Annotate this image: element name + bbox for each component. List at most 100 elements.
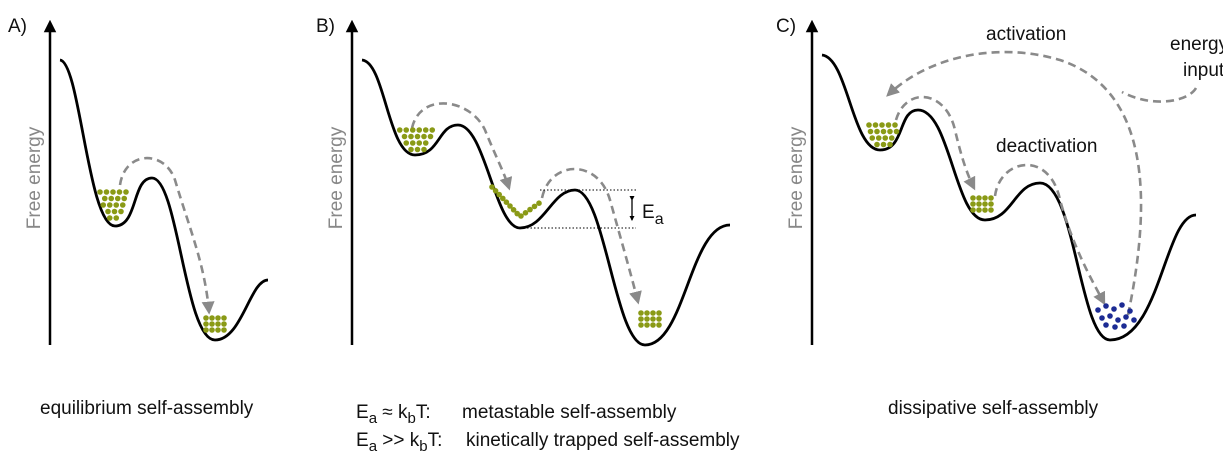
energy-curve [59,58,269,342]
particle [1115,317,1121,323]
particle [976,207,982,213]
particle [106,202,113,208]
particle [650,310,656,316]
symbol: E [642,202,655,223]
dots [97,189,227,333]
particle [656,322,662,328]
particle [221,321,227,327]
caption: dissipative self-assembly [888,398,1099,419]
particle [880,128,887,135]
particle [427,133,434,140]
particle [489,184,495,190]
particle [1119,302,1125,308]
particle [110,189,116,195]
particle [103,189,110,195]
particle [527,206,533,213]
activation-arrow [886,50,1143,316]
particle [507,203,513,209]
transition-arrow [410,102,513,191]
particle [114,195,121,202]
particle [422,140,429,146]
particle [408,146,414,153]
particle [416,127,423,133]
particle [101,195,108,202]
t: E [356,402,369,423]
legend-condition: Ea >> kbT: [356,430,442,452]
y-axis-label: Free energy [326,126,347,229]
particle [650,316,656,322]
particle [121,195,128,202]
particle [1099,315,1105,321]
particle [638,316,644,322]
particle [503,199,510,205]
particle [113,202,120,208]
particle [209,321,215,327]
deactivation-arrow [993,163,1106,306]
particle [982,207,988,213]
particle [414,146,421,153]
particle [531,203,538,210]
particle [106,215,113,221]
particle [875,135,882,141]
particle [209,315,215,321]
particle [429,127,436,133]
t: a [369,410,378,427]
particle [976,195,982,201]
particle [119,202,126,208]
particle [887,141,893,148]
particle [888,135,895,141]
t: T: [428,430,443,451]
dots [396,127,662,328]
particle [1103,322,1109,328]
particle [872,122,879,128]
particle [510,207,517,213]
particle [215,315,221,321]
particle [396,127,403,133]
particle [638,322,644,328]
particle [866,122,872,128]
panel-label: B) [316,16,335,37]
particle [867,128,874,135]
particle [882,135,889,141]
particle [869,135,876,141]
particle [887,128,893,135]
deactivation-arrow [894,95,976,191]
particle [1131,317,1137,323]
particle [203,321,209,327]
particle [644,310,650,316]
particle [496,191,503,198]
particle [203,315,209,321]
particle [203,327,209,333]
t: b [419,438,427,452]
t: E [356,430,369,451]
particle [416,140,423,146]
particle [1121,323,1127,329]
particle [1103,303,1109,309]
particle [97,189,103,195]
particle [988,195,994,201]
legend-text: kinetically trapped self-assembly [466,430,740,451]
particle [518,213,524,219]
annotation: deactivation [996,136,1097,157]
transition-arrow [540,167,642,305]
dots [866,122,1137,330]
particle [970,207,976,213]
particle [221,327,227,333]
particle [100,202,107,208]
y-axis-label: Free energy [24,126,45,229]
particle [892,122,898,128]
t: b [408,410,416,427]
particle [982,195,988,201]
transition-arrow [118,156,215,315]
y-axis-label: Free energy [786,126,807,229]
particle [422,127,429,133]
annotation: activation [986,24,1066,45]
particle [885,122,892,128]
t: T: [416,402,431,423]
particle [982,201,988,207]
particle [403,127,410,133]
energy-curve [361,58,731,347]
particle [1095,307,1101,313]
panel-label: A) [8,16,27,37]
